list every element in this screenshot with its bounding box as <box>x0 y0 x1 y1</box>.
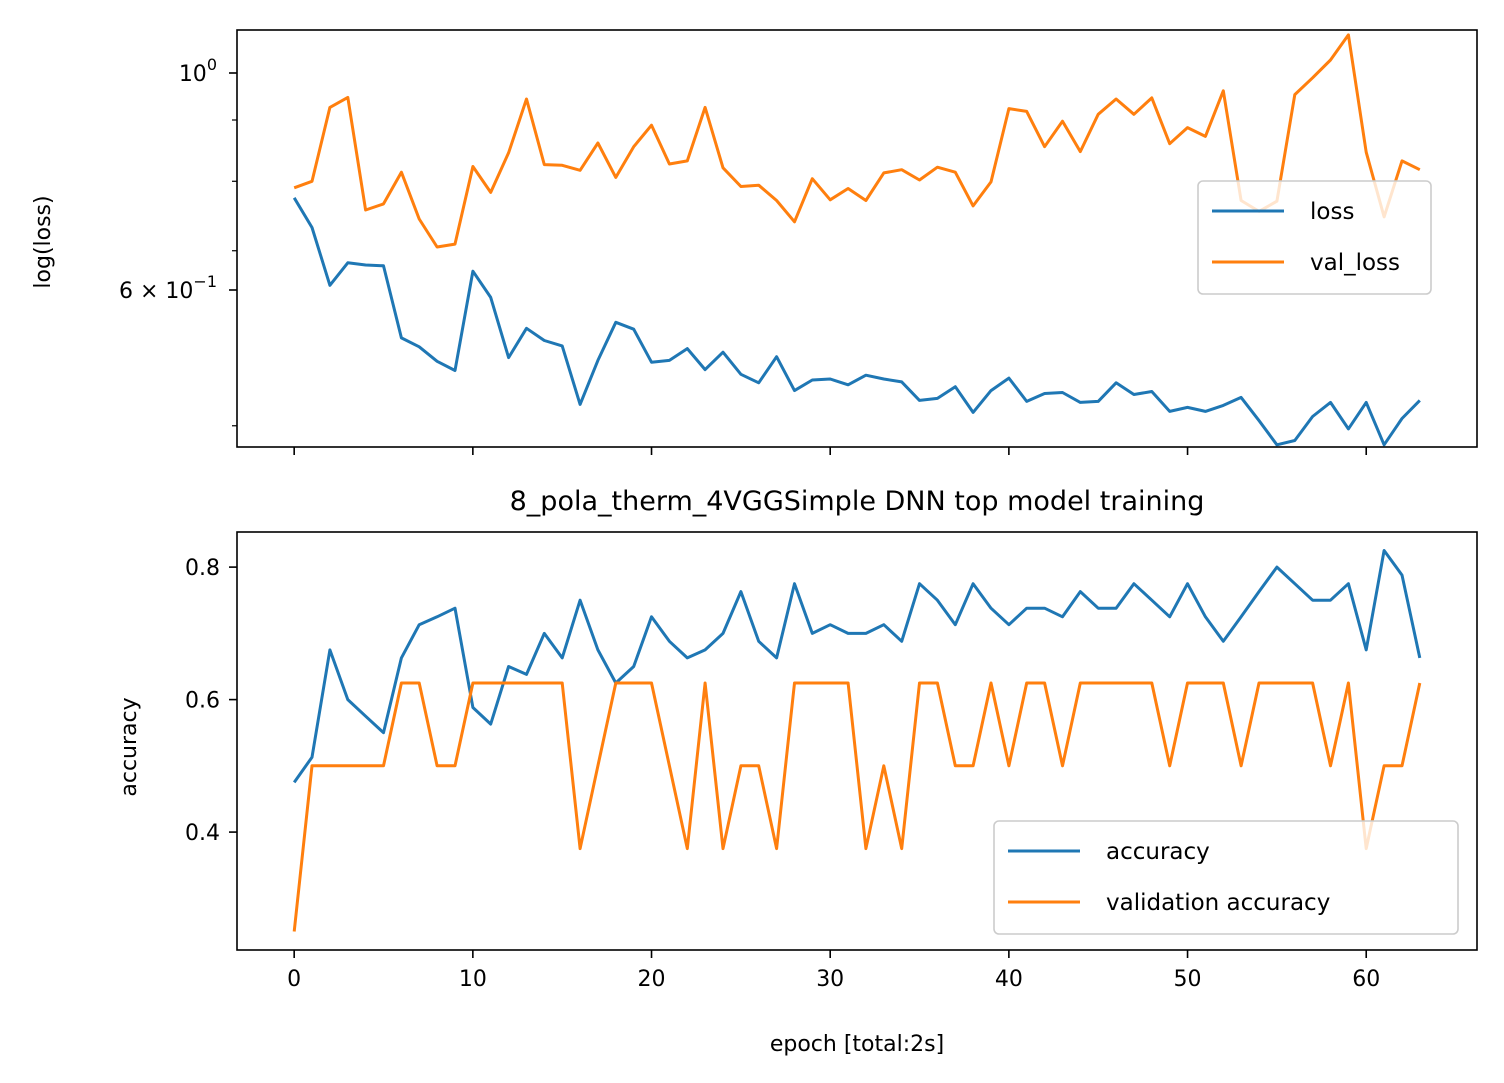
accuracy-panel: 0 10 20 30 40 50 60 0.4 0.6 0.8 accuracy epoch [… <box>117 531 1478 1057</box>
loss-x-ticks <box>293 447 1368 455</box>
loss-panel: 100 6 × 10−1 log(loss) loss val_loss <box>31 29 1478 455</box>
accuracy-x-ticks: 0 10 20 30 40 50 60 <box>287 950 1380 992</box>
xtick-label-10: 10 <box>459 967 487 992</box>
xtick-label-50: 50 <box>1174 967 1202 992</box>
xtick-label-30: 30 <box>816 967 844 992</box>
loss-series-loss <box>292 197 1421 447</box>
accuracy-ytick-label-0.8: 0.8 <box>185 556 220 581</box>
loss-axes-frame <box>236 29 1478 448</box>
loss-legend-label-loss: loss <box>1310 199 1354 225</box>
loss-ytick-label-0.6: 6 × 10−1 <box>119 272 217 304</box>
xtick-label-60: 60 <box>1352 967 1380 992</box>
loss-legend: loss val_loss <box>1197 180 1432 295</box>
accuracy-ytick-label-0.4: 0.4 <box>185 821 220 846</box>
xtick-label-40: 40 <box>995 967 1023 992</box>
accuracy-y-ticks: 0.4 0.6 0.8 <box>185 556 237 846</box>
accuracy-legend-label-accuracy: accuracy <box>1106 839 1210 865</box>
loss-legend-label-val-loss: val_loss <box>1310 250 1400 276</box>
accuracy-series-accuracy <box>292 549 1422 784</box>
loss-y-ticks: 100 6 × 10−1 <box>119 55 237 427</box>
accuracy-legend: accuracy validation accuracy <box>993 820 1459 935</box>
xtick-label-20: 20 <box>638 967 666 992</box>
xtick-label-0: 0 <box>287 967 301 992</box>
accuracy-y-axis-label: accuracy <box>117 697 142 796</box>
accuracy-ytick-label-0.6: 0.6 <box>185 689 220 714</box>
accuracy-series-lines <box>292 549 1422 932</box>
loss-legend-box <box>1197 180 1432 295</box>
accuracy-series-validation-accuracy <box>292 681 1422 932</box>
accuracy-legend-box <box>993 820 1459 935</box>
loss-y-axis-label: log(loss) <box>31 195 56 288</box>
loss-ytick-label-1: 100 <box>179 55 217 87</box>
accuracy-axes-frame <box>236 531 1478 951</box>
x-axis-label: epoch [total:2s] <box>770 1032 944 1057</box>
loss-series-val-loss <box>293 33 1421 249</box>
loss-series-lines <box>292 33 1421 447</box>
chart-title: 8_pola_therm_4VGGSimple DNN top model tr… <box>510 486 1205 517</box>
accuracy-legend-label-validation: validation accuracy <box>1106 890 1330 916</box>
